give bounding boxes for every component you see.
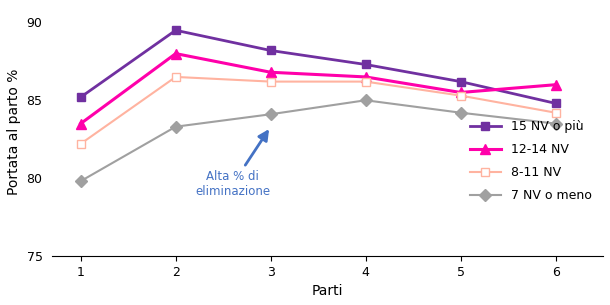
15 NV o più xyxy=(457,80,464,84)
7 NV o meno xyxy=(362,99,369,102)
15 NV o più xyxy=(267,49,274,52)
8-11 NV xyxy=(172,75,179,79)
7 NV o meno xyxy=(552,122,559,125)
12-14 NV xyxy=(77,122,84,125)
8-11 NV xyxy=(77,142,84,145)
12-14 NV xyxy=(457,91,464,94)
12-14 NV xyxy=(362,75,369,79)
Line: 7 NV o meno: 7 NV o meno xyxy=(76,96,560,185)
12-14 NV xyxy=(172,52,179,56)
7 NV o meno xyxy=(77,179,84,183)
15 NV o più xyxy=(552,102,559,105)
15 NV o più xyxy=(77,95,84,99)
15 NV o più xyxy=(362,63,369,66)
X-axis label: Parti: Parti xyxy=(312,284,343,298)
Legend: 15 NV o più, 12-14 NV, 8-11 NV, 7 NV o meno: 15 NV o più, 12-14 NV, 8-11 NV, 7 NV o m… xyxy=(465,115,597,207)
8-11 NV xyxy=(362,80,369,84)
Y-axis label: Portata al parto %: Portata al parto % xyxy=(7,68,21,195)
12-14 NV xyxy=(267,70,274,74)
Text: Alta % di
eliminazione: Alta % di eliminazione xyxy=(195,131,270,198)
7 NV o meno xyxy=(457,111,464,115)
7 NV o meno xyxy=(267,113,274,116)
12-14 NV xyxy=(552,83,559,87)
Line: 8-11 NV: 8-11 NV xyxy=(76,73,560,148)
8-11 NV xyxy=(457,94,464,97)
15 NV o più xyxy=(172,28,179,32)
8-11 NV xyxy=(267,80,274,84)
8-11 NV xyxy=(552,111,559,115)
Line: 15 NV o più: 15 NV o più xyxy=(76,26,560,108)
Line: 12-14 NV: 12-14 NV xyxy=(76,49,561,128)
7 NV o meno xyxy=(172,125,179,128)
